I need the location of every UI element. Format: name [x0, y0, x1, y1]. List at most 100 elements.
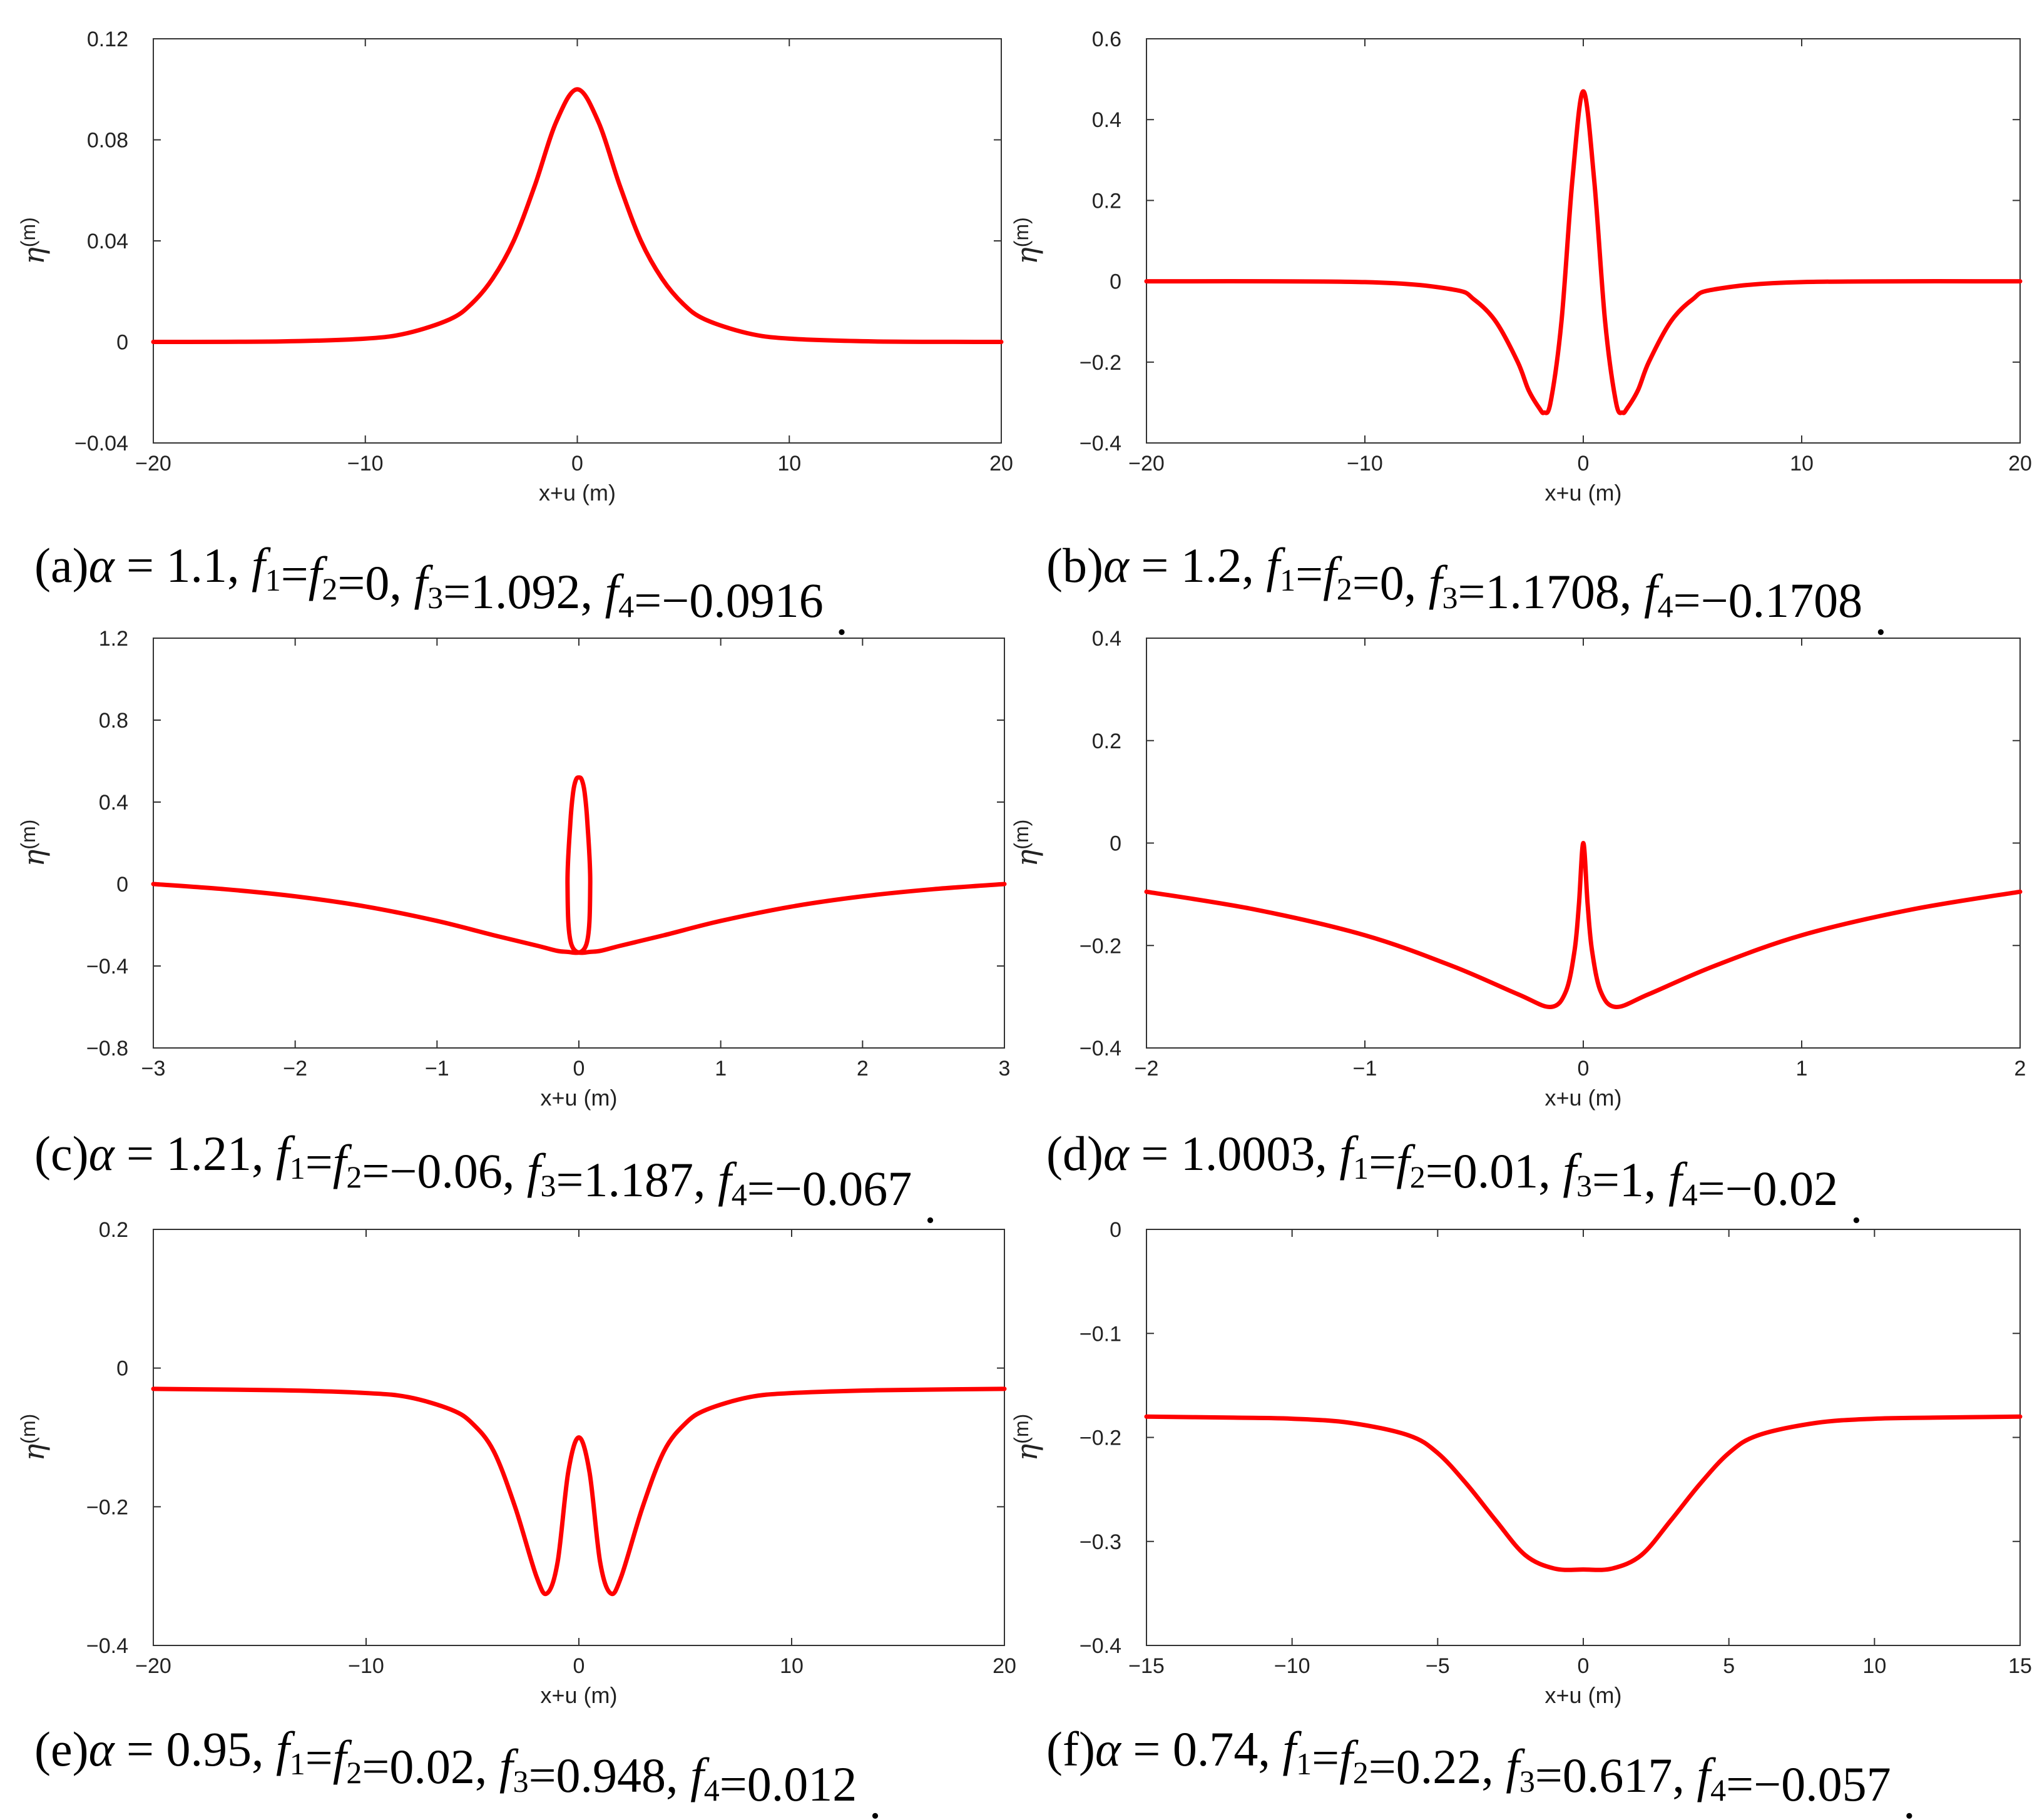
- y-tick-label: −0.2: [86, 1495, 128, 1519]
- y-tick-label: −0.1: [1080, 1322, 1121, 1346]
- x-tick-label: 0: [571, 452, 583, 475]
- x-tick-label: −5: [1426, 1654, 1450, 1678]
- y-tick-label: −0.8: [86, 1037, 128, 1060]
- x-tick-label: 10: [777, 452, 801, 475]
- x-tick-label: −2: [1135, 1057, 1159, 1080]
- panel-d: −2 −1 0 1 2 −0.4 −0.2 0 0.2 0.4 x+u (m) η(m) (d)α = …: [1010, 627, 2026, 1233]
- x-tick-label: 15: [2008, 1654, 2032, 1678]
- y-tick-label: 1.2: [99, 627, 128, 651]
- x-tick-label: −10: [348, 1654, 384, 1678]
- x-tick-label: −3: [141, 1057, 166, 1080]
- x-tick-label: 2: [2014, 1057, 2026, 1080]
- panel-e: −20 −10 0 10 20 −0.4 −0.2 0 0.2 x+u (m) η(m) (e)α =…: [17, 1218, 1016, 1820]
- plot-frame: [1146, 38, 2021, 444]
- x-tick-label: 0: [573, 1654, 585, 1678]
- y-tick-label: 0.6: [1092, 28, 1121, 51]
- x-tick-label: 0: [1578, 1654, 1590, 1678]
- panel-caption: (e)α = 0.95, f1=f2=0.02, f3=0.948, f4=0.…: [34, 1722, 881, 1820]
- x-axis-title: x+u (m): [1544, 1682, 1621, 1708]
- x-axis-title: x+u (m): [539, 480, 616, 506]
- series-line: [1144, 841, 2023, 1009]
- y-tick-label: −0.4: [1080, 1037, 1121, 1060]
- x-tick-label: 10: [780, 1654, 804, 1678]
- x-tick-label: 1: [1796, 1057, 1808, 1080]
- series-line: [1144, 89, 2023, 415]
- plot-frame: [1146, 1229, 2021, 1646]
- panel-caption: (b)α = 1.2, f1=f2=0, f3=1.1708, f4=−0.17…: [1046, 538, 1887, 645]
- y-tick-label: 0: [1110, 1218, 1121, 1242]
- y-tick-label: 0: [1110, 832, 1121, 856]
- y-tick-label: −0.4: [1080, 432, 1121, 455]
- y-tick-label: −0.4: [1080, 1634, 1121, 1658]
- x-tick-label: 5: [1723, 1654, 1735, 1678]
- y-tick-label: −0.04: [74, 432, 128, 455]
- y-axis-title: η(m): [1010, 820, 1044, 867]
- x-tick-label: 0: [573, 1057, 585, 1080]
- plot-frame: [153, 638, 1005, 1049]
- x-tick-label: 20: [993, 1654, 1016, 1678]
- panel-caption: (f)α = 0.74, f1=f2=0.22, f3=0.617, f4=−0…: [1046, 1722, 1916, 1820]
- y-tick-label: −0.2: [1080, 351, 1121, 375]
- x-tick-label: 2: [857, 1057, 869, 1080]
- x-tick-label: 10: [1862, 1654, 1886, 1678]
- panel-b: −20 −10 0 10 20 −0.4 −0.2 0 0.2 0.4 0.6 x+u (m) η(m)…: [1010, 28, 2032, 645]
- panel-f: −15 −10 −5 0 5 10 15 −0.4 −0.3 −0.2 −0.1 0 x+u (m) η(…: [1010, 1218, 2032, 1820]
- x-tick-label: −20: [135, 452, 171, 475]
- x-tick-label: −1: [425, 1057, 449, 1080]
- x-axis-title: x+u (m): [1544, 1085, 1621, 1111]
- series-line: [151, 775, 1007, 955]
- y-axis-title: η(m): [1010, 217, 1044, 265]
- x-tick-label: −10: [347, 452, 384, 475]
- plot-frame: [153, 38, 1002, 444]
- x-tick-label: 10: [1790, 452, 1814, 475]
- series-line: [151, 1386, 1007, 1597]
- x-tick-label: 20: [989, 452, 1013, 475]
- y-tick-label: 0.8: [99, 709, 128, 733]
- y-tick-label: 0.12: [87, 28, 128, 51]
- y-tick-label: −0.4: [86, 1634, 128, 1658]
- x-axis-title: x+u (m): [540, 1085, 617, 1111]
- y-tick-label: −0.2: [1080, 934, 1121, 958]
- x-tick-label: −15: [1128, 1654, 1165, 1678]
- y-tick-label: 0: [116, 331, 128, 355]
- x-tick-label: −20: [1128, 452, 1165, 475]
- x-tick-label: 3: [999, 1057, 1011, 1080]
- y-tick-label: −0.2: [1080, 1426, 1121, 1450]
- y-tick-label: 0.2: [1092, 730, 1121, 753]
- x-axis-title: x+u (m): [1544, 480, 1621, 506]
- y-axis-title: η(m): [17, 1414, 51, 1462]
- panel-caption: (d)α = 1.0003, f1=f2=0.01, f3=1, f4=−0.0…: [1046, 1126, 1862, 1233]
- x-tick-label: −1: [1353, 1057, 1377, 1080]
- series-line: [151, 87, 1004, 344]
- panel-a: −20 −10 0 10 20 −0.04 0 0.04 0.08 0.12 x+u (m) η(m)…: [17, 28, 1013, 645]
- x-tick-label: 0: [1578, 1057, 1590, 1080]
- y-axis-title: η(m): [1010, 1414, 1044, 1462]
- y-tick-label: 0: [116, 1357, 128, 1381]
- x-tick-label: 0: [1578, 452, 1590, 475]
- y-tick-label: 0.4: [1092, 627, 1121, 651]
- x-tick-label: 20: [2008, 452, 2032, 475]
- y-tick-label: −0.4: [86, 955, 128, 979]
- y-axis-title: η(m): [17, 820, 51, 867]
- x-axis-title: x+u (m): [540, 1682, 617, 1708]
- panel-caption: (a)α = 1.1, f1=f2=0, f3=1.092, f4=−0.091…: [34, 538, 848, 645]
- x-tick-label: 1: [715, 1057, 727, 1080]
- x-tick-label: −2: [283, 1057, 307, 1080]
- series-line: [1144, 1414, 2023, 1572]
- y-tick-label: 0.04: [87, 230, 128, 253]
- x-tick-label: −10: [1347, 452, 1383, 475]
- y-tick-label: −0.3: [1080, 1530, 1121, 1554]
- y-tick-label: 0.2: [99, 1218, 128, 1242]
- x-tick-label: −20: [135, 1654, 171, 1678]
- y-tick-label: 0.2: [1092, 189, 1121, 213]
- panel-c: −3 −2 −1 0 1 2 3 −0.8 −0.4 0 0.4 0.8 1.2 x+u (m) η(m) (…: [17, 627, 1010, 1233]
- y-tick-label: 0.08: [87, 129, 128, 153]
- y-tick-label: 0.4: [1092, 108, 1121, 132]
- y-axis-title: η(m): [17, 217, 51, 265]
- panel-caption: (c)α = 1.21, f1=f2=−0.06, f3=1.187, f4=−…: [34, 1126, 936, 1233]
- y-tick-label: 0: [1110, 270, 1121, 294]
- x-tick-label: −10: [1274, 1654, 1310, 1678]
- y-tick-label: 0.4: [99, 791, 128, 815]
- y-tick-label: 0: [116, 873, 128, 897]
